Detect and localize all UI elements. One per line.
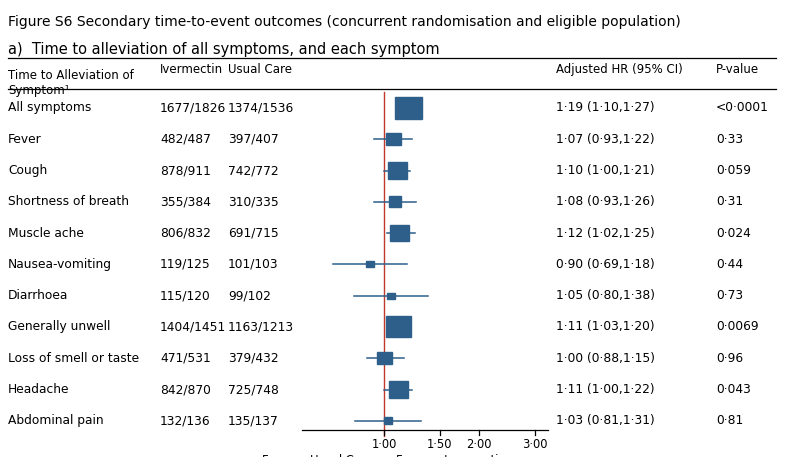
Text: Figure S6 Secondary time-to-event outcomes (concurrent randomisation and eligibl: Figure S6 Secondary time-to-event outcom… bbox=[8, 15, 681, 29]
Text: Nausea-vomiting: Nausea-vomiting bbox=[8, 258, 112, 271]
Text: 0·0069: 0·0069 bbox=[716, 320, 758, 334]
Text: 135/137: 135/137 bbox=[228, 414, 278, 427]
Text: 2·00: 2·00 bbox=[466, 438, 492, 451]
Text: 1677/1826: 1677/1826 bbox=[160, 101, 226, 114]
Text: 1·05 (0·80,1·38): 1·05 (0·80,1·38) bbox=[556, 289, 655, 302]
Text: Muscle ache: Muscle ache bbox=[8, 227, 84, 239]
Text: 878/911: 878/911 bbox=[160, 164, 211, 177]
Text: 1·07 (0·93,1·22): 1·07 (0·93,1·22) bbox=[556, 133, 654, 146]
Text: 842/870: 842/870 bbox=[160, 383, 211, 396]
FancyBboxPatch shape bbox=[386, 133, 401, 145]
FancyBboxPatch shape bbox=[386, 317, 411, 337]
Text: 1·00: 1·00 bbox=[372, 438, 397, 451]
Text: 1·11 (1·03,1·20): 1·11 (1·03,1·20) bbox=[556, 320, 654, 334]
Text: 397/407: 397/407 bbox=[228, 133, 278, 146]
Text: 3·00: 3·00 bbox=[522, 438, 548, 451]
Text: 0·73: 0·73 bbox=[716, 289, 743, 302]
Text: All symptoms: All symptoms bbox=[8, 101, 91, 114]
Text: Favours Ivermectin: Favours Ivermectin bbox=[396, 454, 506, 457]
Text: 379/432: 379/432 bbox=[228, 352, 278, 365]
Text: 0·33: 0·33 bbox=[716, 133, 743, 146]
Text: Time to Alleviation of
Symptom¹: Time to Alleviation of Symptom¹ bbox=[8, 69, 134, 97]
Text: 0·90 (0·69,1·18): 0·90 (0·69,1·18) bbox=[556, 258, 654, 271]
Text: 1·12 (1·02,1·25): 1·12 (1·02,1·25) bbox=[556, 227, 654, 239]
Text: 0·44: 0·44 bbox=[716, 258, 743, 271]
FancyBboxPatch shape bbox=[377, 352, 391, 364]
Text: P-value: P-value bbox=[716, 63, 759, 75]
Text: 1·10 (1·00,1·21): 1·10 (1·00,1·21) bbox=[556, 164, 654, 177]
Text: 99/102: 99/102 bbox=[228, 289, 271, 302]
Text: 0·024: 0·024 bbox=[716, 227, 751, 239]
Text: 1374/1536: 1374/1536 bbox=[228, 101, 294, 114]
Text: 0·96: 0·96 bbox=[716, 352, 743, 365]
Text: 119/125: 119/125 bbox=[160, 258, 210, 271]
Text: 310/335: 310/335 bbox=[228, 195, 278, 208]
FancyBboxPatch shape bbox=[387, 292, 394, 299]
Text: Usual Care: Usual Care bbox=[228, 63, 292, 75]
Text: Diarrhoea: Diarrhoea bbox=[8, 289, 68, 302]
Text: 1·11 (1·00,1·22): 1·11 (1·00,1·22) bbox=[556, 383, 654, 396]
Text: 355/384: 355/384 bbox=[160, 195, 211, 208]
Text: 482/487: 482/487 bbox=[160, 133, 211, 146]
Text: Favours Usual Care: Favours Usual Care bbox=[262, 454, 372, 457]
Text: <0·0001: <0·0001 bbox=[716, 101, 769, 114]
Text: 1·08 (0·93,1·26): 1·08 (0·93,1·26) bbox=[556, 195, 654, 208]
Text: 1·03 (0·81,1·31): 1·03 (0·81,1·31) bbox=[556, 414, 654, 427]
Text: 101/103: 101/103 bbox=[228, 258, 278, 271]
Text: 1·50: 1·50 bbox=[427, 438, 453, 451]
Text: 0·81: 0·81 bbox=[716, 414, 743, 427]
Text: 0·059: 0·059 bbox=[716, 164, 751, 177]
FancyBboxPatch shape bbox=[389, 381, 408, 398]
FancyBboxPatch shape bbox=[394, 96, 422, 119]
Text: Cough: Cough bbox=[8, 164, 47, 177]
FancyBboxPatch shape bbox=[389, 197, 402, 207]
Text: Fever: Fever bbox=[8, 133, 42, 146]
FancyBboxPatch shape bbox=[390, 225, 410, 241]
Text: Headache: Headache bbox=[8, 383, 70, 396]
Text: 1·19 (1·10,1·27): 1·19 (1·10,1·27) bbox=[556, 101, 654, 114]
Text: 1·00 (0·88,1·15): 1·00 (0·88,1·15) bbox=[556, 352, 655, 365]
Text: 742/772: 742/772 bbox=[228, 164, 278, 177]
Text: 0·31: 0·31 bbox=[716, 195, 743, 208]
Text: 1404/1451: 1404/1451 bbox=[160, 320, 226, 334]
Text: Loss of smell or taste: Loss of smell or taste bbox=[8, 352, 139, 365]
FancyBboxPatch shape bbox=[366, 261, 374, 267]
Text: 0·043: 0·043 bbox=[716, 383, 751, 396]
Text: Abdominal pain: Abdominal pain bbox=[8, 414, 104, 427]
Text: Generally unwell: Generally unwell bbox=[8, 320, 110, 334]
FancyBboxPatch shape bbox=[384, 417, 393, 424]
Text: 691/715: 691/715 bbox=[228, 227, 278, 239]
Text: 471/531: 471/531 bbox=[160, 352, 210, 365]
Text: Shortness of breath: Shortness of breath bbox=[8, 195, 129, 208]
Text: Ivermectin: Ivermectin bbox=[160, 63, 223, 75]
Text: a)  Time to alleviation of all symptoms, and each symptom: a) Time to alleviation of all symptoms, … bbox=[8, 42, 440, 57]
Text: 725/748: 725/748 bbox=[228, 383, 279, 396]
Text: 115/120: 115/120 bbox=[160, 289, 210, 302]
FancyBboxPatch shape bbox=[387, 162, 407, 179]
Text: 132/136: 132/136 bbox=[160, 414, 210, 427]
Text: Adjusted HR (95% CI): Adjusted HR (95% CI) bbox=[556, 63, 682, 75]
Text: 806/832: 806/832 bbox=[160, 227, 211, 239]
Text: 1163/1213: 1163/1213 bbox=[228, 320, 294, 334]
